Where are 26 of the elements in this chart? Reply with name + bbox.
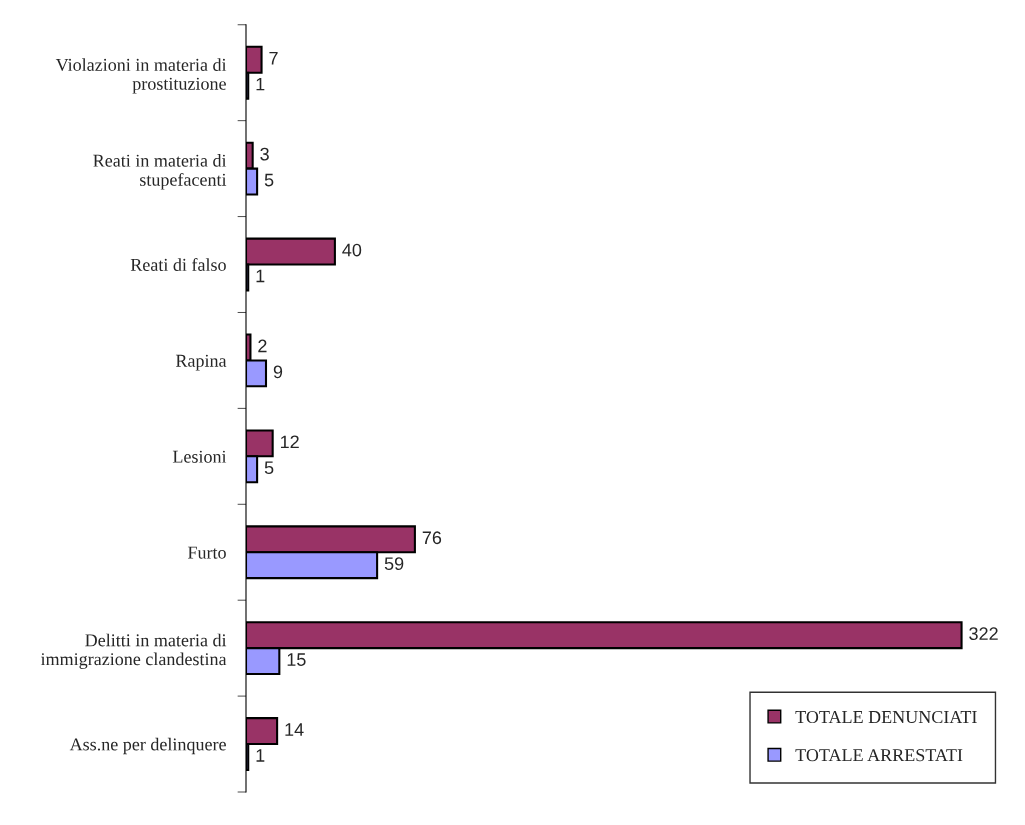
y-tick-label: Violazioni in materia di prostituzione bbox=[55, 58, 227, 94]
y-tick-label: Reati in materia di stupefacenti bbox=[93, 154, 227, 190]
data-label: 59 bbox=[384, 557, 404, 571]
data-label: 7 bbox=[269, 52, 278, 65]
data-label: 1 bbox=[256, 749, 265, 762]
y-tick-label: Delitti in materia di immigrazione clandestina bbox=[40, 633, 227, 669]
data-label: 322 bbox=[969, 627, 998, 641]
data-label: 15 bbox=[287, 653, 306, 666]
legend-label: TOTALE DENUNCIATI bbox=[795, 710, 977, 724]
y-tick-label: Ass.ne per delinquere bbox=[69, 737, 226, 755]
y-tick-label: Lesioni bbox=[172, 450, 227, 463]
y-tick-label: Furto bbox=[187, 546, 226, 559]
data-label: 1 bbox=[256, 77, 265, 91]
data-label: 5 bbox=[264, 461, 274, 475]
data-label: 1 bbox=[256, 269, 265, 283]
legend-label: TOTALE ARRESTATI bbox=[795, 749, 963, 762]
y-tick-label: Reati di falso bbox=[130, 258, 226, 271]
data-label: 5 bbox=[264, 173, 274, 187]
data-label: 40 bbox=[342, 243, 362, 257]
data-label: 76 bbox=[422, 531, 442, 545]
data-label: 12 bbox=[280, 435, 299, 449]
data-label: 14 bbox=[285, 723, 304, 736]
data-label: 3 bbox=[260, 147, 269, 161]
y-tick-label: Rapina bbox=[175, 354, 227, 371]
data-label: 2 bbox=[258, 339, 267, 353]
data-label: 9 bbox=[273, 365, 283, 379]
